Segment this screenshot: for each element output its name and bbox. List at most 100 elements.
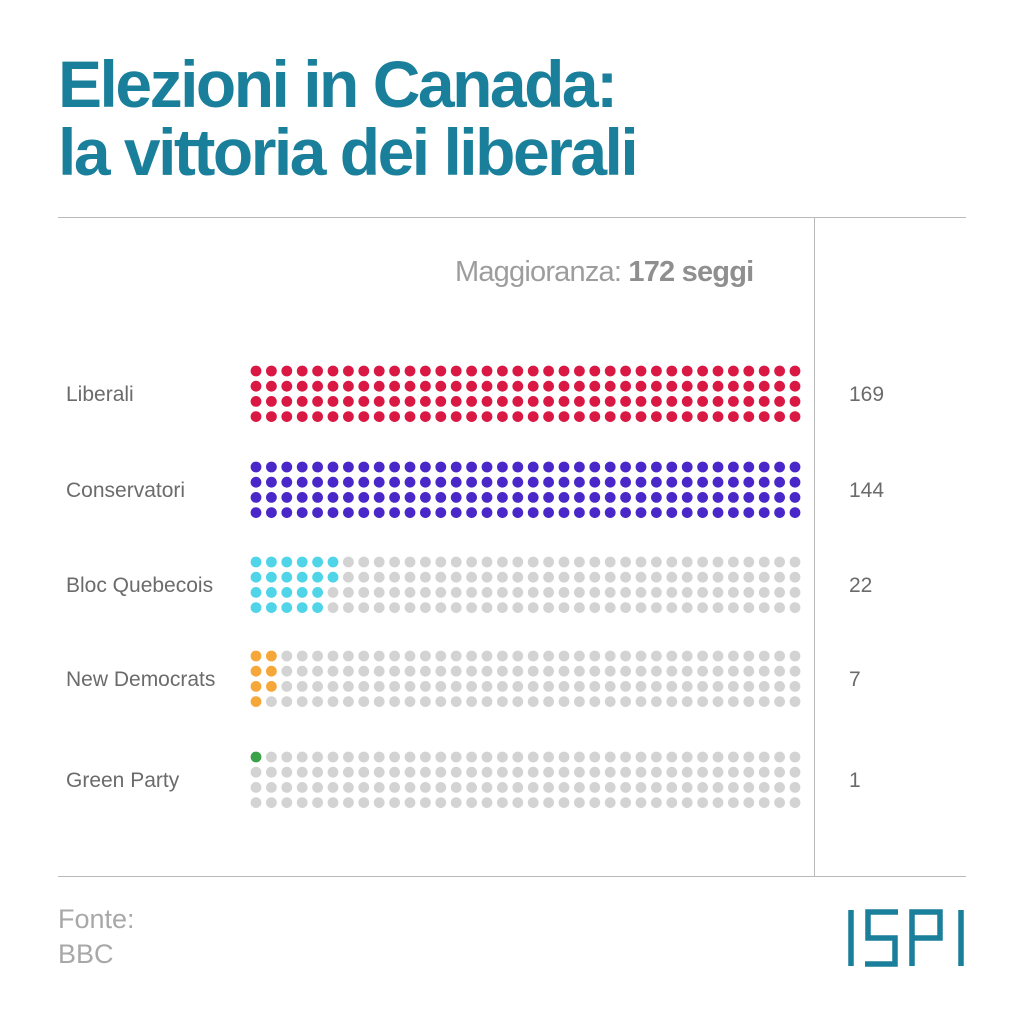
- empty-seat-dot: [666, 556, 678, 568]
- empty-seat-dot: [466, 587, 477, 598]
- empty-seat-dot: [712, 797, 724, 808]
- empty-seat-dot: [589, 766, 601, 778]
- seat-dot-liberali: [527, 396, 539, 407]
- seat-dot-conservatori: [697, 507, 708, 518]
- empty-seat-dot: [404, 556, 416, 568]
- empty-seat-dot: [296, 766, 308, 778]
- empty-seat-dot: [666, 665, 678, 677]
- seat-dot-conservatori: [712, 507, 724, 518]
- seat-dot-liberali: [296, 365, 308, 377]
- empty-seat-dot: [697, 556, 708, 568]
- seat-dot-conservatori: [743, 507, 755, 518]
- seat-dot-conservatori: [558, 476, 570, 488]
- seat-dot-conservatori: [635, 492, 647, 503]
- empty-seat-dot: [527, 602, 539, 613]
- seat-dot-liberali: [281, 380, 293, 392]
- seat-dot-new-democrats: [250, 650, 262, 662]
- seat-dot-conservatori: [512, 476, 524, 488]
- empty-seat-dot: [527, 665, 539, 677]
- seat-dot-liberali: [604, 411, 616, 422]
- seat-dot-conservatori: [481, 461, 493, 473]
- empty-seat-dot: [327, 650, 339, 662]
- empty-seat-dot: [620, 571, 631, 583]
- seat-dot-conservatori: [635, 476, 647, 488]
- seat-dot-bloc-quebecois: [281, 556, 293, 568]
- seat-dot-liberali: [481, 396, 493, 407]
- seat-dot-conservatori: [697, 492, 708, 503]
- empty-seat-dot: [543, 602, 554, 613]
- empty-seat-dot: [404, 665, 416, 677]
- empty-seat-dot: [681, 751, 693, 763]
- seat-dot-conservatori: [266, 507, 277, 518]
- empty-seat-dot: [420, 650, 431, 662]
- seat-dot-liberali: [450, 365, 462, 377]
- seat-dot-conservatori: [296, 476, 308, 488]
- empty-seat-dot: [620, 681, 631, 692]
- empty-seat-dot: [604, 696, 616, 707]
- seat-dot-liberali: [574, 411, 585, 422]
- empty-seat-dot: [497, 571, 508, 583]
- empty-seat-dot: [666, 751, 678, 763]
- seat-dot-conservatori: [589, 476, 601, 488]
- seat-dot-liberali: [343, 380, 354, 392]
- empty-seat-dot: [450, 556, 462, 568]
- empty-seat-dot: [497, 587, 508, 598]
- empty-seat-dot: [327, 587, 339, 598]
- empty-seat-dot: [466, 751, 477, 763]
- seat-dot-conservatori: [527, 476, 539, 488]
- seat-dot-conservatori: [543, 492, 554, 503]
- empty-seat-dot: [373, 602, 385, 613]
- empty-seat-dot: [527, 696, 539, 707]
- seat-dot-conservatori: [420, 476, 431, 488]
- empty-seat-dot: [712, 556, 724, 568]
- empty-seat-dot: [543, 696, 554, 707]
- empty-seat-dot: [743, 782, 755, 793]
- seat-dot-liberali: [373, 396, 385, 407]
- empty-seat-dot: [728, 587, 739, 598]
- empty-seat-dot: [758, 797, 770, 808]
- empty-seat-dot: [774, 556, 785, 568]
- empty-seat-dot: [512, 681, 524, 692]
- seat-dot-liberali: [266, 411, 277, 422]
- seat-dot-bloc-quebecois: [266, 602, 277, 613]
- seat-dot-conservatori: [666, 507, 678, 518]
- empty-seat-dot: [527, 556, 539, 568]
- empty-seat-dot: [712, 681, 724, 692]
- empty-seat-dot: [774, 681, 785, 692]
- seat-dot-liberali: [789, 365, 801, 377]
- empty-seat-dot: [758, 571, 770, 583]
- empty-seat-dot: [728, 665, 739, 677]
- empty-seat-dot: [327, 751, 339, 763]
- seat-dot-liberali: [358, 396, 370, 407]
- seat-dot-new-democrats: [250, 696, 262, 707]
- seat-dot-liberali: [635, 411, 647, 422]
- empty-seat-dot: [620, 751, 631, 763]
- empty-seat-dot: [574, 681, 585, 692]
- empty-seat-dot: [312, 782, 323, 793]
- empty-seat-dot: [574, 797, 585, 808]
- seat-dot-conservatori: [543, 507, 554, 518]
- party-label-conservatori: Conservatori: [66, 479, 185, 502]
- empty-seat-dot: [758, 681, 770, 692]
- seat-dot-conservatori: [404, 507, 416, 518]
- empty-seat-dot: [343, 751, 354, 763]
- empty-seat-dot: [281, 766, 293, 778]
- empty-seat-dot: [404, 766, 416, 778]
- seat-dot-liberali: [620, 396, 631, 407]
- seat-dot-liberali: [327, 365, 339, 377]
- seat-dot-conservatori: [389, 476, 400, 488]
- seat-dot-liberali: [327, 380, 339, 392]
- seat-dot-liberali: [789, 411, 801, 422]
- seat-dot-conservatori: [435, 507, 447, 518]
- empty-seat-dot: [697, 751, 708, 763]
- seat-dot-liberali: [558, 380, 570, 392]
- empty-seat-dot: [743, 797, 755, 808]
- empty-seat-dot: [404, 696, 416, 707]
- empty-seat-dot: [435, 650, 447, 662]
- seat-dot-conservatori: [527, 461, 539, 473]
- seat-dot-liberali: [620, 411, 631, 422]
- empty-seat-dot: [250, 782, 262, 793]
- empty-seat-dot: [250, 766, 262, 778]
- empty-seat-dot: [466, 696, 477, 707]
- empty-seat-dot: [558, 696, 570, 707]
